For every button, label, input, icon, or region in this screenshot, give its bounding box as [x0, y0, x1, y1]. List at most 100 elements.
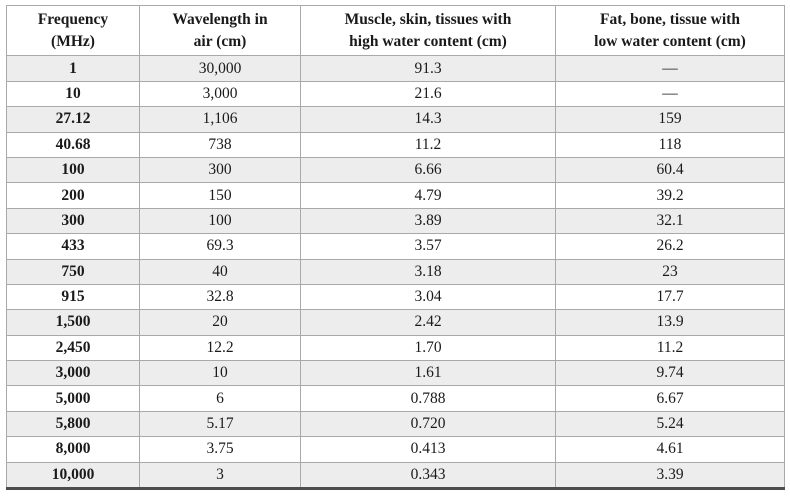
table-cell: 1,106 — [139, 106, 301, 133]
table-row: 2,450 12.2 1.70 11.2 — [6, 334, 785, 362]
column-header-line2: (MHz) — [51, 32, 95, 50]
table-cell: 30,000 — [139, 55, 301, 82]
table-cell: 1.61 — [300, 360, 556, 387]
table-cell: 118 — [555, 131, 785, 158]
table-cell: 27.12 — [6, 106, 140, 133]
table-cell: 11.2 — [300, 131, 556, 158]
table-cell: 39.2 — [555, 182, 785, 209]
table-cell: 91.3 — [300, 55, 556, 82]
table-cell: 11.2 — [555, 334, 785, 362]
table-row: 3,000 10 1.61 9.74 — [6, 360, 785, 387]
table-body: 1 30,000 91.3—10 3,000 21.6—27.12 1,106 14.3 15… — [6, 55, 785, 491]
table-header: Frequency (MHz) Wavelength in air (cm) Muscl… — [6, 4, 785, 57]
table-cell: 69.3 — [139, 233, 301, 260]
table-cell: 5.24 — [555, 410, 785, 438]
table-cell: 4.79 — [300, 182, 556, 209]
column-header-3: Fat, bone, tissue with low water content … — [555, 4, 785, 57]
table-cell: 26.2 — [555, 233, 785, 260]
table-cell: 40 — [139, 258, 301, 285]
table-cell: 738 — [139, 131, 301, 158]
table-cell: 3.75 — [139, 436, 301, 463]
table-cell: 0.413 — [300, 436, 556, 463]
table-cell: 20 — [139, 309, 301, 336]
table-cell: 150 — [139, 182, 301, 209]
table-cell: 3 — [139, 461, 301, 491]
table-cell: 10,000 — [6, 461, 140, 491]
table-row: 1,500 20 2.42 13.9 — [6, 309, 785, 336]
table-cell: 3,000 — [139, 80, 301, 108]
table-cell: 9.74 — [555, 360, 785, 387]
table-row: 5,000 6 0.788 6.67 — [6, 385, 785, 412]
table-cell: 300 — [139, 156, 301, 184]
table-row: 5,800 5.17 0.720 5.24 — [6, 410, 785, 438]
table-row: 750 40 3.18 23 — [6, 258, 785, 285]
table-cell: 3.39 — [555, 461, 785, 491]
column-header-2: Muscle, skin, tissues with high water con… — [300, 4, 556, 57]
table-header-row: Frequency (MHz) Wavelength in air (cm) Muscl… — [6, 4, 785, 57]
table-cell: 5,800 — [6, 410, 140, 438]
table-row: 1 30,000 91.3— — [6, 55, 785, 82]
table-cell: 5.17 — [139, 410, 301, 438]
table-row: 8,000 3.75 0.413 4.61 — [6, 436, 785, 463]
table-cell: 1 — [6, 55, 140, 82]
table-row: 10,000 3 0.343 3.39 — [6, 461, 785, 491]
table-cell: 13.9 — [555, 309, 785, 336]
table-row: 915 32.8 3.04 17.7 — [6, 283, 785, 311]
table-cell: 1.70 — [300, 334, 556, 362]
table-cell: 1,500 — [6, 309, 140, 336]
table-cell: 32.1 — [555, 207, 785, 235]
table-row: 10 3,000 21.6— — [6, 80, 785, 108]
table-cell: 4.61 — [555, 436, 785, 463]
table-cell: 8,000 — [6, 436, 140, 463]
table-cell: 3.89 — [300, 207, 556, 235]
table-cell: 0.343 — [300, 461, 556, 491]
table-cell: 300 — [6, 207, 140, 235]
column-header-line1: Frequency — [37, 11, 109, 28]
table-cell: 0.720 — [300, 410, 556, 438]
column-header-line2: high water content (cm) — [349, 32, 507, 50]
table-cell: 40.68 — [6, 131, 140, 158]
table-row: 40.68 738 11.2 118 — [6, 131, 785, 158]
table-cell: 17.7 — [555, 283, 785, 311]
table-cell: 6.66 — [300, 156, 556, 184]
table-cell: 433 — [6, 233, 140, 260]
table-cell: 21.6 — [300, 80, 556, 108]
column-header-line1: Muscle, skin, tissues with — [344, 11, 512, 28]
table-cell: 6.67 — [555, 385, 785, 412]
column-header-line1: Wavelength in — [172, 11, 268, 28]
table-cell: 3.18 — [300, 258, 556, 285]
table-cell: 159 — [555, 106, 785, 133]
table-cell: 12.2 — [139, 334, 301, 362]
table-cell: 10 — [6, 80, 140, 108]
table-cell: 100 — [6, 156, 140, 184]
table-cell: 23 — [555, 258, 785, 285]
table-cell: 100 — [139, 207, 301, 235]
table-row: 100 300 6.66 60.4 — [6, 156, 785, 184]
frequency-penetration-depth-table: Frequency (MHz) Wavelength in air (cm) Muscl… — [6, 4, 785, 491]
table-cell: — — [555, 55, 785, 82]
table-cell: 32.8 — [139, 283, 301, 311]
column-header-line2: air (cm) — [193, 32, 247, 50]
table-cell: 3.57 — [300, 233, 556, 260]
table-row: 433 69.3 3.57 26.2 — [6, 233, 785, 260]
table-cell: 60.4 — [555, 156, 785, 184]
table-cell: 2,450 — [6, 334, 140, 362]
table-cell: 2.42 — [300, 309, 556, 336]
table-cell: — — [555, 80, 785, 108]
table-cell: 14.3 — [300, 106, 556, 133]
table-cell: 0.788 — [300, 385, 556, 412]
table-cell: 6 — [139, 385, 301, 412]
column-header-line1: Fat, bone, tissue with — [600, 11, 740, 28]
table-cell: 3.04 — [300, 283, 556, 311]
table-cell: 3,000 — [6, 360, 140, 387]
table-row: 27.12 1,106 14.3 159 — [6, 106, 785, 133]
table-cell: 10 — [139, 360, 301, 387]
table-row: 200 150 4.79 39.2 — [6, 182, 785, 209]
column-header-0: Frequency (MHz) — [6, 4, 140, 57]
table-row: 300 100 3.89 32.1 — [6, 207, 785, 235]
column-header-line2: low water content (cm) — [594, 32, 746, 50]
table-cell: 750 — [6, 258, 140, 285]
table-cell: 915 — [6, 283, 140, 311]
column-header-1: Wavelength in air (cm) — [139, 4, 301, 57]
